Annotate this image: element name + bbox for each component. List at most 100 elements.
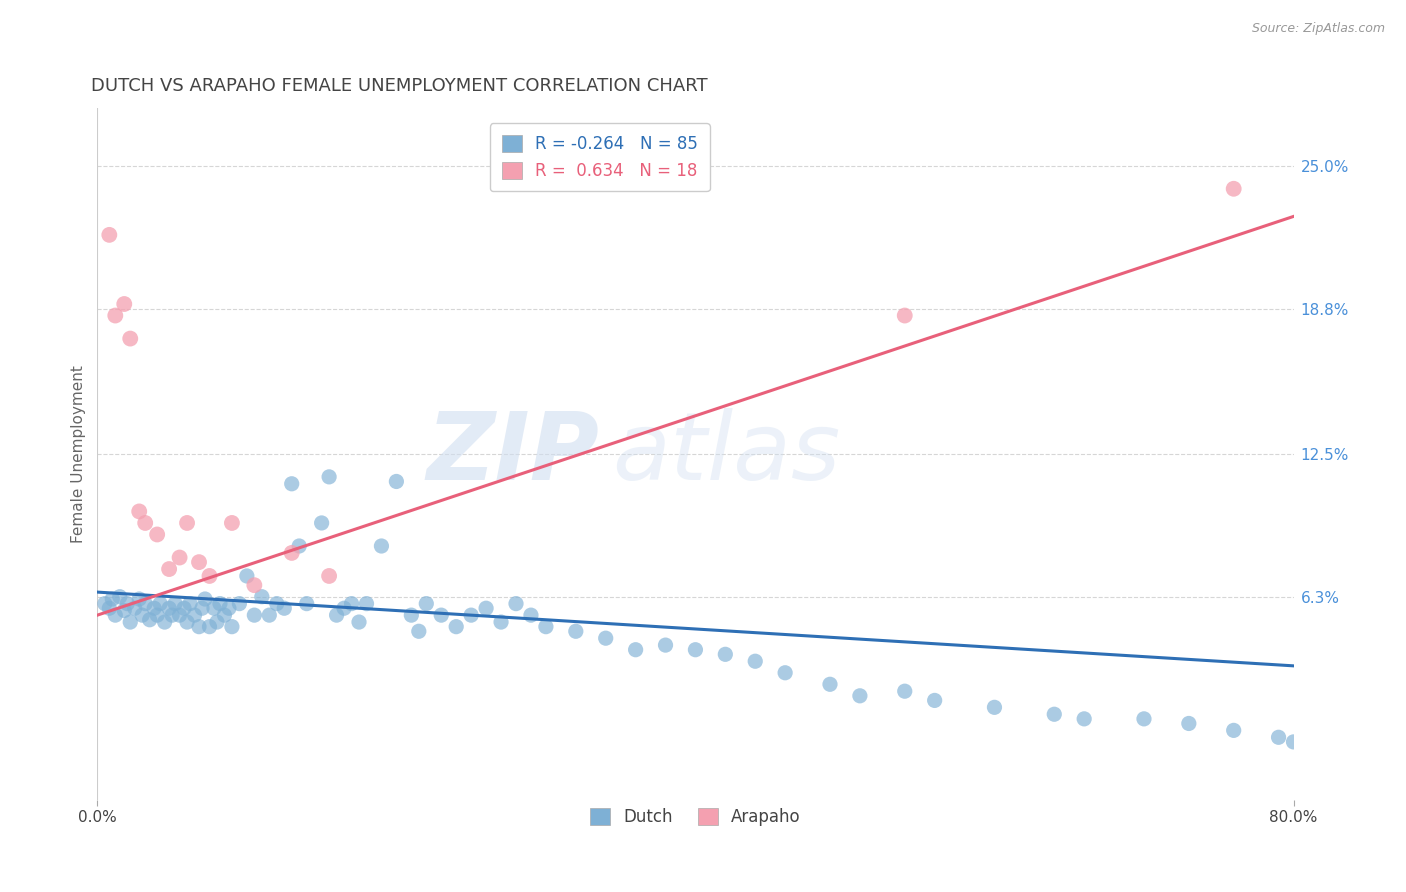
Point xyxy=(104,608,127,623)
Point xyxy=(236,569,259,583)
Point xyxy=(318,569,340,583)
Point xyxy=(280,476,302,491)
Text: atlas: atlas xyxy=(612,409,839,500)
Point xyxy=(157,562,180,576)
Point xyxy=(744,654,766,668)
Point xyxy=(347,615,370,629)
Point xyxy=(205,615,228,629)
Point xyxy=(259,608,281,623)
Point xyxy=(188,620,211,634)
Point xyxy=(430,608,453,623)
Point xyxy=(489,615,512,629)
Point xyxy=(654,638,676,652)
Point xyxy=(98,601,121,615)
Point xyxy=(228,597,250,611)
Point xyxy=(1043,707,1066,722)
Point xyxy=(198,569,221,583)
Legend: Dutch, Arapaho: Dutch, Arapaho xyxy=(583,801,807,832)
Point xyxy=(218,601,240,615)
Text: Source: ZipAtlas.com: Source: ZipAtlas.com xyxy=(1251,22,1385,36)
Point xyxy=(370,539,392,553)
Point xyxy=(356,597,378,611)
Point xyxy=(685,642,707,657)
Point xyxy=(333,601,356,615)
Point xyxy=(112,603,135,617)
Point xyxy=(565,624,588,639)
Point xyxy=(98,227,121,242)
Point xyxy=(250,590,273,604)
Point xyxy=(157,601,180,615)
Point xyxy=(117,597,139,611)
Point xyxy=(128,504,150,518)
Text: ZIP: ZIP xyxy=(427,408,600,500)
Point xyxy=(165,597,187,611)
Point xyxy=(138,613,160,627)
Point xyxy=(208,597,231,611)
Point xyxy=(146,608,169,623)
Point xyxy=(266,597,288,611)
Point xyxy=(221,620,243,634)
Point xyxy=(169,608,191,623)
Point xyxy=(924,693,946,707)
Point xyxy=(194,592,217,607)
Point xyxy=(1282,735,1305,749)
Point xyxy=(183,608,205,623)
Point xyxy=(191,601,214,615)
Point xyxy=(1133,712,1156,726)
Point xyxy=(146,527,169,541)
Point xyxy=(104,309,127,323)
Point xyxy=(214,608,236,623)
Point xyxy=(714,648,737,662)
Point xyxy=(415,597,437,611)
Point xyxy=(176,615,198,629)
Point xyxy=(385,475,408,489)
Point xyxy=(893,309,915,323)
Point xyxy=(534,620,557,634)
Point xyxy=(318,470,340,484)
Point xyxy=(112,297,135,311)
Point xyxy=(408,624,430,639)
Point xyxy=(134,597,156,611)
Point xyxy=(94,597,117,611)
Point xyxy=(124,601,146,615)
Point xyxy=(202,601,225,615)
Point xyxy=(108,590,131,604)
Point xyxy=(773,665,796,680)
Point xyxy=(1222,723,1244,738)
Point xyxy=(101,592,124,607)
Text: DUTCH VS ARAPAHO FEMALE UNEMPLOYMENT CORRELATION CHART: DUTCH VS ARAPAHO FEMALE UNEMPLOYMENT COR… xyxy=(91,78,709,95)
Y-axis label: Female Unemployment: Female Unemployment xyxy=(72,365,86,542)
Point xyxy=(475,601,498,615)
Point xyxy=(243,608,266,623)
Point xyxy=(198,620,221,634)
Point xyxy=(179,597,201,611)
Point xyxy=(280,546,302,560)
Point xyxy=(1073,712,1095,726)
Point xyxy=(595,631,617,645)
Point xyxy=(160,608,183,623)
Point xyxy=(325,608,347,623)
Point xyxy=(505,597,527,611)
Point xyxy=(243,578,266,592)
Point xyxy=(288,539,311,553)
Point xyxy=(849,689,872,703)
Point xyxy=(221,516,243,530)
Point xyxy=(295,597,318,611)
Point xyxy=(273,601,295,615)
Point xyxy=(149,597,172,611)
Point xyxy=(444,620,467,634)
Point xyxy=(983,700,1005,714)
Point xyxy=(143,601,166,615)
Point xyxy=(134,516,156,530)
Point xyxy=(818,677,841,691)
Point xyxy=(520,608,543,623)
Point xyxy=(173,601,195,615)
Point xyxy=(120,615,142,629)
Point xyxy=(1267,731,1289,745)
Point xyxy=(340,597,363,611)
Point xyxy=(169,550,191,565)
Point xyxy=(624,642,647,657)
Point xyxy=(893,684,915,698)
Point xyxy=(176,516,198,530)
Point xyxy=(401,608,423,623)
